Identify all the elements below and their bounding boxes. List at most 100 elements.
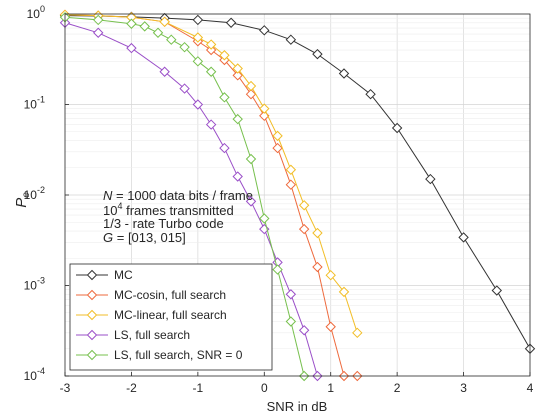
data-point [325,321,336,332]
legend: MC MC-cosin, full search MC-linear, full s… [69,263,273,371]
series-5 [59,12,310,382]
data-point [338,286,350,298]
data-point [232,70,243,81]
data-point [159,16,170,28]
y-tick-label-exponent: -4 [37,366,45,376]
data-point [232,113,243,125]
y-axis-title-main: P [13,198,30,208]
data-point [205,66,217,77]
annotation-power-base: 10 [103,203,117,218]
legend-label: LS, full search, SNR = 0 [114,348,243,362]
data-point [245,80,257,92]
x-tick-label: 4 [527,381,534,395]
y-tick-label-base: 10 [24,98,38,112]
legend-label: LS, full search [114,328,190,342]
series-4 [59,17,323,382]
y-axis-title: Pe [13,192,32,208]
series-3 [59,9,363,339]
data-point [312,261,323,273]
data-point [205,44,217,56]
data-point [458,232,469,243]
data-point [219,92,230,103]
legend-swatch-marker [86,349,98,361]
data-point [232,63,243,74]
annotation-line-2: 104 frames transmitted [103,201,234,218]
legend-label: MC-cosin, full search [114,288,226,302]
data-point [152,27,164,38]
data-point [225,17,237,28]
y-tick-label-base: 10 [24,279,38,293]
data-point [205,119,217,130]
y-tick-label-base: 10 [24,369,38,383]
y-tick-label: 100 [27,4,45,21]
data-point [192,99,204,110]
data-point [126,18,137,29]
series-line [64,15,531,350]
data-point [285,34,297,45]
data-point [205,39,217,50]
y-tick-label-exponent: -1 [37,95,45,105]
annotation-line-3: 1/3 - rate Turbo code [103,216,224,231]
data-point [93,27,104,38]
annotation-var-g: G [103,230,113,245]
data-point [192,14,204,26]
data-point [312,227,323,239]
y-tick-label-base: 10 [27,7,41,21]
data-point [298,223,310,235]
data-point [259,213,270,224]
y-tick-label-exponent: 0 [40,4,45,14]
annotation-var-n: N [103,188,113,203]
annotation-line-1: N = 1000 data bits / frame [103,188,253,203]
x-tick-label: 2 [394,381,401,395]
y-tick-label: 10-4 [24,366,45,383]
data-point [245,88,257,100]
data-point [298,200,310,211]
data-point [159,66,170,77]
data-point [352,327,363,339]
data-point [425,173,436,185]
y-axis-title-sub: e [21,192,32,198]
y-tick-label-exponent: -3 [37,276,45,286]
legend-label: MC [114,268,133,282]
x-tick-label: -2 [126,381,137,395]
annotation-line-4-text: = [013, 015] [113,230,186,245]
y-tick-label: 10-2 [24,185,45,202]
data-point [245,153,257,165]
data-point [272,142,283,154]
y-tick-label: 10-1 [24,95,45,112]
annotation-power-exp: 4 [117,201,122,211]
legend-swatch-marker [86,329,98,341]
annotation-line-2-text: frames transmitted [122,203,233,218]
data-point [491,285,502,296]
data-point [272,264,283,275]
data-point [179,41,190,53]
series-line [64,16,305,377]
data-point [391,122,403,134]
y-tick-label-base: 10 [24,188,38,202]
legend-swatch-marker [86,309,98,321]
data-point [93,14,104,26]
x-axis-ticks: -3 -2 -1 0 1 2 3 4 [60,372,534,395]
data-point [285,164,297,175]
x-tick-label: -1 [193,381,204,395]
data-point [166,34,177,45]
annotation: N = 1000 data bits / frame 104 frames tr… [103,188,253,245]
data-point [139,21,150,32]
data-point [285,179,297,190]
y-tick-label: 10-3 [24,276,45,293]
x-axis-title: SNR in dB [267,399,328,414]
legend-box [69,263,273,371]
legend-label: MC-linear, full search [114,308,227,322]
x-tick-label: -3 [60,381,71,395]
data-point [298,325,310,336]
data-point [192,32,204,43]
legend-swatch-marker [86,289,98,301]
data-point [325,269,336,281]
data-point [192,56,204,67]
legend-swatch-marker [86,269,98,281]
data-point [272,130,283,142]
data-point [245,196,257,207]
data-point [219,142,230,154]
